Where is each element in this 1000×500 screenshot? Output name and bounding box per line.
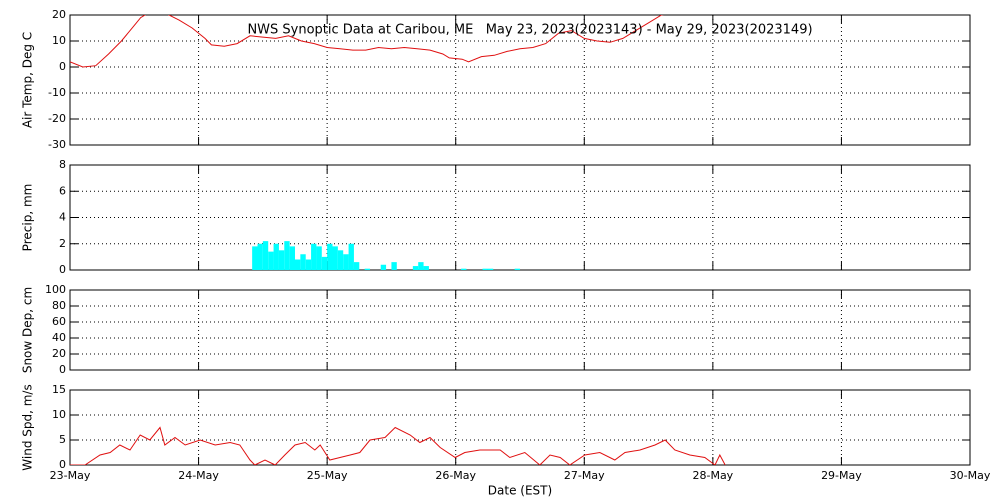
y-tick-label: 6 [59,184,66,197]
data-line [70,15,664,68]
bar [380,264,387,270]
x-axis-label: Date (EST) [488,484,552,498]
x-tick-label: 26-May [435,469,476,482]
bar [321,256,328,270]
x-tick-label: 24-May [178,469,219,482]
bar [343,254,349,270]
plot-frame [69,289,971,371]
bar [391,262,397,270]
bar [412,266,419,270]
y-tick-label: 20 [52,347,66,360]
y-tick-label: -10 [48,86,66,99]
y-tick-label: 5 [59,433,66,446]
bar [487,268,494,270]
y-tick-label: 80 [52,299,66,312]
y-axis-label: Precip, mm [21,184,35,252]
y-tick-label: 8 [59,158,66,171]
plot-frame [69,14,971,146]
y-tick-label: -20 [48,112,66,125]
y-tick-label: 0 [59,458,66,471]
bar [273,243,279,270]
y-tick-label: 0 [59,60,66,73]
bar [337,250,344,270]
bar [268,251,274,270]
bar [257,243,263,270]
y-tick-label: -30 [48,138,66,151]
x-tick-label: 25-May [307,469,348,482]
bar [332,246,338,270]
bar [461,268,467,270]
x-tick-label: 23-May [50,469,91,482]
x-tick-label: 28-May [692,469,733,482]
bar [327,243,333,270]
bar [514,268,520,270]
bar [364,268,370,270]
bar [423,266,429,270]
bar [252,246,258,270]
plot-frame [69,389,971,466]
y-axis-label: Wind Spd, m/s [21,384,35,470]
bar [482,268,488,270]
x-tick-label: 29-May [821,469,862,482]
bar [295,259,301,270]
y-axis-label: Snow Dep, cm [21,287,35,373]
y-tick-label: 100 [45,283,66,296]
bar [311,243,317,270]
bar [262,241,269,270]
bar [300,254,306,270]
y-axis-label: Air Temp, Deg C [21,32,35,128]
bar [305,259,312,270]
bar [418,262,424,270]
y-tick-label: 0 [59,263,66,276]
data-line [70,426,726,465]
bar [316,246,322,270]
bar [353,262,360,270]
y-tick-label: 40 [52,331,66,344]
x-tick-label: 30-May [950,469,991,482]
bar [289,246,295,270]
y-tick-label: 10 [52,34,66,47]
bar [284,241,290,270]
y-tick-label: 0 [59,363,66,376]
chart-title: NWS Synoptic Data at Caribou, ME May 23,… [247,23,812,38]
y-tick-label: 10 [52,408,66,421]
y-tick-label: 20 [52,8,66,21]
y-tick-label: 15 [52,383,66,396]
bar [278,250,285,270]
y-tick-label: 2 [59,237,66,250]
y-tick-label: 60 [52,315,66,328]
bar [348,243,354,270]
y-tick-label: 4 [59,211,66,224]
x-tick-label: 27-May [564,469,605,482]
